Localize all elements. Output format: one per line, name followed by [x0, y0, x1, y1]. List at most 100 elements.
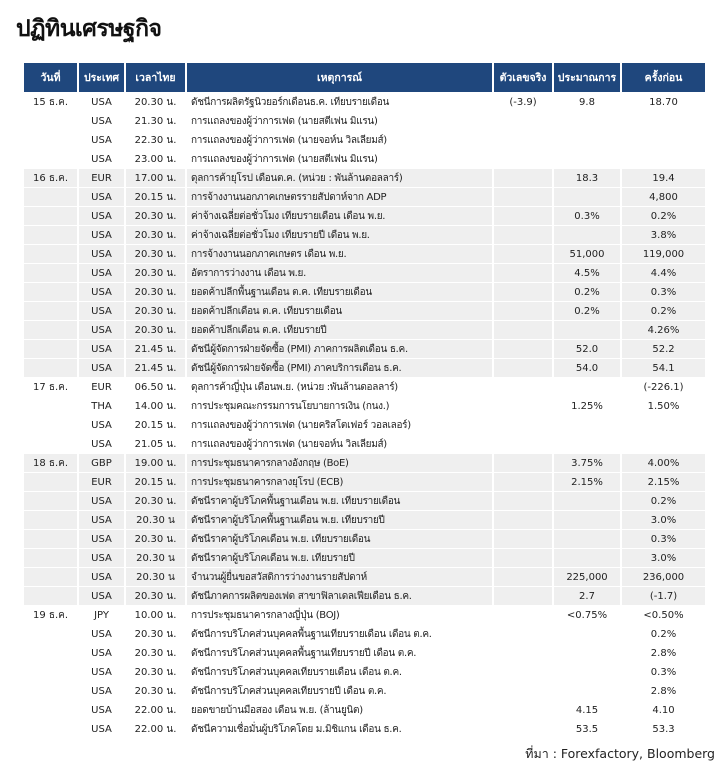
cell-country: GBP [77, 453, 125, 473]
cell-previous: 53.3 [620, 719, 705, 738]
cell-forecast [552, 434, 621, 454]
cell-forecast [552, 643, 621, 663]
cell-actual [492, 358, 553, 378]
cell-date [24, 149, 78, 169]
cell-forecast [552, 681, 621, 701]
cell-date [24, 206, 78, 226]
cell-forecast: 4.5% [552, 263, 621, 283]
cell-time: 20.30 น. [124, 263, 186, 283]
cell-actual [492, 491, 553, 511]
cell-actual: (-3.9) [492, 92, 553, 112]
cell-actual [492, 263, 553, 283]
cell-event: ดัชนีภาคการผลิตของเฟด สาขาฟิลาเดลเฟียเดื… [185, 586, 493, 606]
cell-time: 14.00 น. [124, 396, 186, 416]
cell-country: JPY [77, 605, 125, 625]
cell-date [24, 662, 78, 682]
table-row: USA 20.15 น. การแถลงของผู้ว่าการเฟด (นายคร… [24, 415, 705, 435]
cell-country: EUR [77, 377, 125, 397]
cell-event: ค่าจ้างเฉลี่ยต่อชั่วโมง เทียบรายปี เดือน… [185, 225, 493, 245]
cell-forecast [552, 111, 621, 131]
cell-previous: 52.2 [620, 339, 705, 359]
cell-country: USA [77, 567, 125, 587]
cell-event: ยอดค้าปลีกเดือน ต.ค. เทียบรายปี [185, 320, 493, 340]
cell-event: ดัชนีผู้จัดการฝ่ายจัดซื้อ (PMI) ภาคการผล… [185, 339, 493, 359]
cell-event: ยอดค้าปลีกเดือน ต.ค. เทียบรายเดือน [185, 301, 493, 321]
cell-date [24, 510, 78, 530]
cell-forecast: 1.25% [552, 396, 621, 416]
header-country: ประเทศ [77, 63, 125, 93]
header-event: เหตุการณ์ [185, 63, 493, 93]
cell-time: 20.30 น. [124, 301, 186, 321]
table-row: 19 ธ.ค. JPY 10.00 น. การประชุมธนาคารกลางญี่… [24, 605, 705, 625]
cell-date [24, 472, 78, 492]
cell-event: การแถลงของผู้ว่าการเฟด (นายสตีเฟน มิแรน) [185, 111, 493, 131]
cell-previous: 1.50% [620, 396, 705, 416]
cell-time: 23.00 น. [124, 149, 186, 169]
cell-country: USA [77, 263, 125, 283]
cell-forecast: 225,000 [552, 567, 621, 587]
cell-time: 20.15 น. [124, 187, 186, 207]
cell-date [24, 225, 78, 245]
table-row: USA 20.30 น. อัตราการว่างงาน เดือน พ.ย. 4.5… [24, 263, 705, 283]
cell-actual [492, 453, 553, 473]
cell-country: EUR [77, 472, 125, 492]
cell-event: ดัชนีผู้จัดการฝ่ายจัดซื้อ (PMI) ภาคบริกา… [185, 358, 493, 378]
table-row: USA 22.00 น. ดัชนีความเชื่อมั่นผู้บริโภคโด… [24, 719, 705, 738]
cell-forecast [552, 548, 621, 568]
cell-forecast [552, 225, 621, 245]
economic-calendar-table: วันที่ ประเทศ เวลาไทย เหตุการณ์ ตัวเลขจร… [24, 63, 705, 738]
cell-date [24, 434, 78, 454]
cell-time: 20.30 น. [124, 320, 186, 340]
cell-time: 20.30 น. [124, 491, 186, 511]
cell-event: ดัชนีราคาผู้บริโภคพื้นฐานเดือน พ.ย. เทีย… [185, 491, 493, 511]
cell-country: USA [77, 206, 125, 226]
cell-previous [620, 111, 705, 131]
cell-actual [492, 662, 553, 682]
cell-previous: 2.15% [620, 472, 705, 492]
cell-date [24, 396, 78, 416]
cell-actual [492, 149, 553, 169]
cell-actual [492, 130, 553, 150]
table-row: USA 20.30 น. ยอดค้าปลีกพื้นฐานเดือน ต.ค. เ… [24, 282, 705, 302]
cell-time: 20.30 น. [124, 624, 186, 644]
cell-country: USA [77, 130, 125, 150]
cell-country: USA [77, 225, 125, 245]
calendar-wrapper: วันที่ ประเทศ เวลาไทย เหตุการณ์ ตัวเลขจร… [24, 63, 715, 762]
cell-time: 21.05 น. [124, 434, 186, 454]
cell-time: 06.50 น. [124, 377, 186, 397]
cell-event: ดัชนีการผลิตรัฐนิวยอร์กเดือนธ.ค. เทียบรา… [185, 92, 493, 112]
cell-forecast: <0.75% [552, 605, 621, 625]
cell-country: USA [77, 643, 125, 663]
cell-previous [620, 415, 705, 435]
cell-date: 15 ธ.ค. [24, 92, 78, 112]
table-row: USA 21.45 น. ดัชนีผู้จัดการฝ่ายจัดซื้อ (PM… [24, 358, 705, 378]
cell-forecast [552, 377, 621, 397]
cell-country: USA [77, 681, 125, 701]
cell-time: 20.30 น. [124, 244, 186, 264]
cell-actual [492, 624, 553, 644]
cell-date: 19 ธ.ค. [24, 605, 78, 625]
cell-actual [492, 225, 553, 245]
table-row: USA 20.30 นจำนวนผู้ยื่นขอสวัสดิการว่างงาน… [24, 567, 705, 587]
cell-date [24, 491, 78, 511]
cell-time: 20.30 น. [124, 662, 186, 682]
cell-forecast [552, 130, 621, 150]
cell-actual [492, 244, 553, 264]
cell-time: 21.45 น. [124, 358, 186, 378]
cell-event: การประชุมธนาคารกลางอังกฤษ (BoE) [185, 453, 493, 473]
cell-actual [492, 548, 553, 568]
cell-country: USA [77, 491, 125, 511]
cell-event: การแถลงของผู้ว่าการเฟด (นายสตีเฟน มิแรน) [185, 149, 493, 169]
cell-actual [492, 434, 553, 454]
cell-time: 17.00 น. [124, 168, 186, 188]
cell-country: USA [77, 92, 125, 112]
cell-event: ดัชนีการบริโภคส่วนบุคคลพื้นฐานเทียบรายปี… [185, 643, 493, 663]
cell-date [24, 187, 78, 207]
table-row: USA 20.30 นดัชนีราคาผู้บริโภคพื้นฐานเดือน… [24, 510, 705, 530]
cell-actual [492, 282, 553, 302]
cell-previous: 0.2% [620, 301, 705, 321]
cell-actual [492, 567, 553, 587]
cell-country: USA [77, 700, 125, 720]
cell-country: USA [77, 282, 125, 302]
cell-previous: 236,000 [620, 567, 705, 587]
